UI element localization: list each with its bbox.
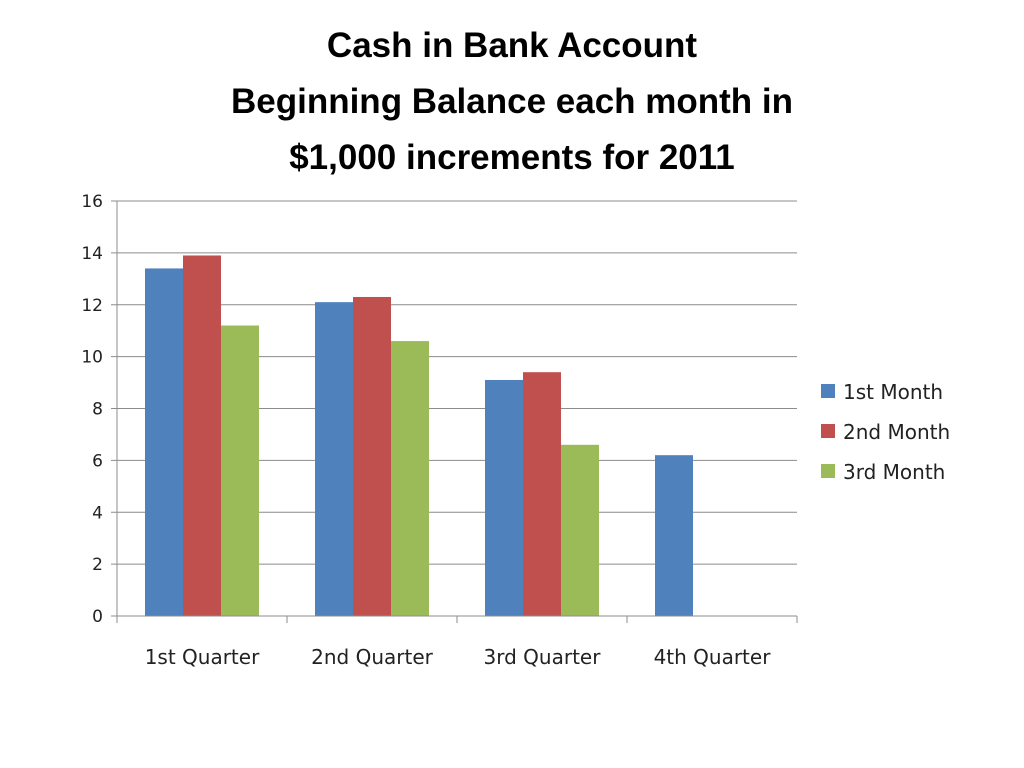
bar-2nd-month-3rd-quarter [523,372,561,616]
legend-swatch [821,424,835,438]
bar-1st-month-3rd-quarter [485,379,523,616]
x-category-label: 1st Quarter [145,645,260,669]
bar-3rd-month-3rd-quarter [561,444,599,616]
y-tick-label: 8 [92,400,103,420]
y-tick-label: 16 [81,192,103,212]
legend: 1st Month 2nd Month 3rd Month [821,380,950,484]
bar-3rd-month-2nd-quarter [391,341,429,616]
x-category-label: 2nd Quarter [311,645,433,669]
chart-title-line-1: Cash in Bank Account [326,26,698,65]
bars [145,255,693,616]
bar-2nd-month-1st-quarter [183,255,221,616]
x-category-label: 4th Quarter [654,645,772,669]
y-tick-label: 0 [92,607,103,627]
bar-1st-month-4th-quarter [655,455,693,616]
y-tick-label: 12 [81,296,103,316]
y-tick-label: 2 [92,555,103,575]
chart-title-line-2: Beginning Balance each month in [230,82,794,121]
legend-swatch [821,464,835,478]
legend-swatch [821,384,835,398]
legend-label: 1st Month [843,380,943,404]
x-category-label: 3rd Quarter [484,645,602,669]
chart-title: Cash in Bank Account Beginning Balance e… [0,18,1024,186]
axes: 0 2 4 6 8 10 12 14 16 1st Quarter 2nd Quarter 3rd Q… [81,192,798,669]
y-tick-label: 4 [92,503,103,523]
bar-1st-month-1st-quarter [145,268,183,616]
bar-2nd-month-2nd-quarter [353,296,391,616]
chart-title-line-3: $1,000 increments for 2011 [289,138,735,177]
legend-label: 3rd Month [843,460,945,484]
y-tick-label: 10 [81,348,103,368]
legend-label: 2nd Month [843,420,950,444]
bar-1st-month-2nd-quarter [315,302,353,616]
bar-3rd-month-1st-quarter [221,325,259,616]
y-tick-label: 6 [92,451,103,471]
y-tick-label: 14 [81,244,103,264]
